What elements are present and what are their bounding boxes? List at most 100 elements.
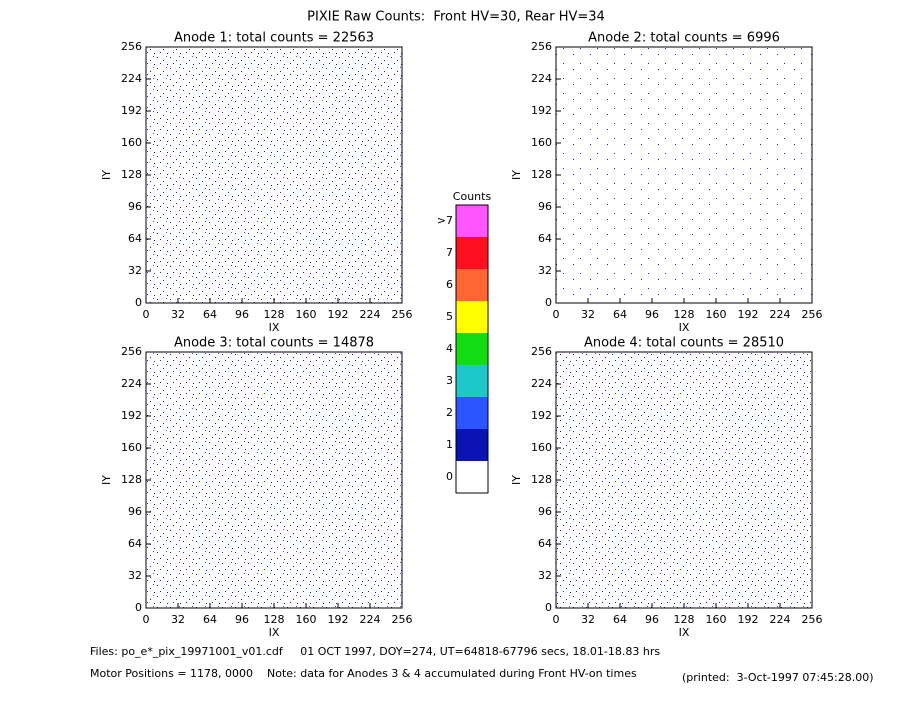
y-tick-label: 32 xyxy=(538,569,552,582)
x-tick-label: 128 xyxy=(674,613,695,626)
x-tick-label: 96 xyxy=(645,308,659,321)
x-tick-label: 32 xyxy=(171,308,185,321)
colorbar-title: Counts xyxy=(453,190,492,203)
x-tick-label: 0 xyxy=(553,308,560,321)
x-tick-label: 160 xyxy=(706,308,727,321)
x-tick-label: 256 xyxy=(802,308,823,321)
colorbar-swatch xyxy=(456,269,488,301)
panel-title: Anode 3: total counts = 14878 xyxy=(174,336,374,351)
colorbar-label: 3 xyxy=(446,374,453,387)
y-axis-label: IY xyxy=(100,170,113,180)
y-tick-label: 32 xyxy=(538,264,552,277)
colorbar-label: >7 xyxy=(437,214,453,227)
colorbar-label: 2 xyxy=(446,406,453,419)
y-axis-label: IY xyxy=(100,475,113,485)
x-tick-label: 256 xyxy=(802,613,823,626)
x-tick-label: 224 xyxy=(770,308,791,321)
footer-printed: (printed: 3-Oct-1997 07:45:28.00) xyxy=(682,671,874,684)
y-tick-label: 96 xyxy=(128,505,142,518)
x-tick-label: 0 xyxy=(553,613,560,626)
x-tick-label: 160 xyxy=(296,308,317,321)
y-tick-label: 160 xyxy=(531,441,552,454)
count-texture xyxy=(556,352,812,608)
colorbar-label: 4 xyxy=(446,342,453,355)
colorbar-label: 1 xyxy=(446,438,453,451)
x-tick-label: 96 xyxy=(645,613,659,626)
panel-title: Anode 1: total counts = 22563 xyxy=(174,31,374,46)
y-tick-label: 64 xyxy=(538,232,552,245)
y-tick-label: 224 xyxy=(121,72,142,85)
y-tick-label: 0 xyxy=(135,296,142,309)
colorbar-label: 7 xyxy=(446,246,453,259)
y-tick-label: 64 xyxy=(538,537,552,550)
panel-title: Anode 4: total counts = 28510 xyxy=(584,336,784,351)
y-tick-label: 160 xyxy=(531,136,552,149)
colorbar-swatch xyxy=(456,237,488,269)
x-tick-label: 192 xyxy=(328,613,349,626)
x-tick-label: 128 xyxy=(264,308,285,321)
y-tick-label: 96 xyxy=(128,200,142,213)
footer-motor: Motor Positions = 1178, 0000 Note: data … xyxy=(90,667,637,680)
y-tick-label: 192 xyxy=(531,104,552,117)
y-tick-label: 96 xyxy=(538,200,552,213)
y-tick-label: 0 xyxy=(545,296,552,309)
y-tick-label: 224 xyxy=(121,377,142,390)
y-tick-label: 192 xyxy=(531,409,552,422)
y-tick-label: 192 xyxy=(121,409,142,422)
x-tick-label: 224 xyxy=(360,613,381,626)
x-axis-label: IX xyxy=(269,626,280,639)
colorbar-swatch xyxy=(456,365,488,397)
x-tick-label: 32 xyxy=(581,308,595,321)
colorbar-frame xyxy=(455,204,489,494)
x-axis-label: IX xyxy=(679,321,690,334)
x-tick-label: 192 xyxy=(328,308,349,321)
x-tick-label: 96 xyxy=(235,308,249,321)
x-tick-label: 192 xyxy=(738,613,759,626)
x-tick-label: 192 xyxy=(738,308,759,321)
x-axis-label: IX xyxy=(679,626,690,639)
x-tick-label: 64 xyxy=(203,308,217,321)
colorbar-swatch xyxy=(456,397,488,429)
y-tick-label: 256 xyxy=(121,40,142,53)
y-tick-label: 0 xyxy=(545,601,552,614)
colorbar-label: 5 xyxy=(446,310,453,323)
y-tick-label: 256 xyxy=(121,345,142,358)
x-tick-label: 0 xyxy=(143,308,150,321)
x-tick-label: 224 xyxy=(360,308,381,321)
x-tick-label: 128 xyxy=(674,308,695,321)
colorbar-swatch xyxy=(456,301,488,333)
y-tick-label: 224 xyxy=(531,72,552,85)
count-texture xyxy=(146,47,402,303)
y-tick-label: 64 xyxy=(128,537,142,550)
x-tick-label: 256 xyxy=(392,613,413,626)
panel-title: Anode 2: total counts = 6996 xyxy=(588,31,780,46)
y-tick-label: 64 xyxy=(128,232,142,245)
y-tick-label: 128 xyxy=(531,473,552,486)
y-tick-label: 128 xyxy=(531,168,552,181)
x-tick-label: 160 xyxy=(706,613,727,626)
x-tick-label: 32 xyxy=(171,613,185,626)
colorbar-swatch xyxy=(456,429,488,461)
y-axis-label: IY xyxy=(510,170,523,180)
count-texture xyxy=(146,352,402,608)
y-tick-label: 32 xyxy=(128,264,142,277)
colorbar-swatch xyxy=(456,333,488,365)
x-tick-label: 32 xyxy=(581,613,595,626)
y-tick-label: 192 xyxy=(121,104,142,117)
x-tick-label: 96 xyxy=(235,613,249,626)
y-tick-label: 128 xyxy=(121,168,142,181)
y-tick-label: 256 xyxy=(531,40,552,53)
y-tick-label: 160 xyxy=(121,136,142,149)
y-tick-label: 224 xyxy=(531,377,552,390)
x-tick-label: 64 xyxy=(613,613,627,626)
y-tick-label: 32 xyxy=(128,569,142,582)
x-tick-label: 0 xyxy=(143,613,150,626)
x-tick-label: 64 xyxy=(613,308,627,321)
x-axis-label: IX xyxy=(269,321,280,334)
x-tick-label: 224 xyxy=(770,613,791,626)
y-tick-label: 0 xyxy=(135,601,142,614)
colorbar-label: 0 xyxy=(446,470,453,483)
x-tick-label: 160 xyxy=(296,613,317,626)
x-tick-label: 256 xyxy=(392,308,413,321)
